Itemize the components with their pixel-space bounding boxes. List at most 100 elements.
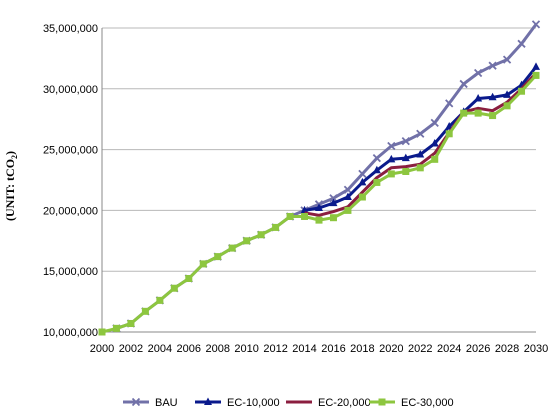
x-tick-label: 2006 [177, 343, 201, 355]
data-point [204, 397, 212, 405]
y-tick-label: 15,000,000 [43, 266, 98, 278]
y-tick-label: 30,000,000 [43, 84, 98, 96]
data-point [315, 216, 323, 224]
data-point [416, 129, 425, 138]
data-point [517, 39, 526, 48]
x-tick-label: 2014 [292, 343, 316, 355]
data-point [131, 397, 141, 407]
legend-item: EC-20,000 [286, 397, 371, 409]
data-point [445, 130, 453, 138]
legend-label: EC-10,000 [227, 397, 280, 409]
data-point [387, 154, 396, 163]
data-point [141, 307, 149, 315]
data-point [127, 319, 135, 327]
legend-label: BAU [155, 397, 178, 409]
data-point [286, 212, 294, 220]
data-point [257, 231, 265, 239]
data-point [387, 141, 396, 151]
x-tick-label: 2012 [263, 343, 287, 355]
legend-item: EC-10,000 [195, 397, 280, 409]
x-tick-label: 2024 [437, 343, 461, 355]
series-line [116, 23, 538, 330]
data-point [473, 68, 483, 78]
data-point [372, 153, 382, 163]
x-tick-label: 2030 [524, 343, 548, 355]
data-point [344, 206, 352, 214]
data-point [315, 203, 323, 211]
data-point [329, 198, 338, 207]
series-line [304, 71, 538, 217]
x-tick-label: 2010 [234, 343, 258, 355]
data-point [156, 296, 164, 304]
data-point [488, 92, 497, 101]
y-axis-label: (UNIT: tCO2) [3, 151, 19, 221]
y-tick-label: 25,000,000 [43, 145, 98, 157]
data-point [503, 102, 511, 110]
data-point [98, 328, 106, 336]
data-point [329, 214, 337, 222]
x-tick-label: 2000 [90, 343, 114, 355]
data-point [431, 155, 439, 163]
x-tick-label: 2028 [495, 343, 519, 355]
data-point [460, 109, 468, 117]
x-tick-label: 2004 [148, 343, 172, 355]
x-tick-labels: 2000 2002 2004 2006 2008 2010 2012 2014 2016 2018… [90, 343, 548, 355]
data-point [228, 244, 236, 252]
data-point [489, 112, 497, 120]
x-tick-label: 2018 [350, 343, 374, 355]
data-point [430, 118, 439, 127]
y-tick-label: 20,000,000 [43, 205, 98, 217]
y-tick-label: 10,000,000 [43, 327, 98, 339]
data-point [445, 99, 454, 108]
y-tick-labels: 10,000,000 15,000,000 20,000,000 25,000,000… [43, 23, 98, 339]
x-tick-label: 2016 [321, 343, 345, 355]
data-point [185, 274, 193, 282]
data-point [532, 62, 540, 70]
data-point [488, 61, 497, 70]
data-point [416, 164, 424, 172]
data-point [459, 79, 468, 89]
legend-item: BAU [123, 397, 178, 409]
data-point [474, 109, 482, 117]
data-point [532, 71, 540, 79]
data-point [401, 153, 410, 162]
data-point [170, 284, 178, 292]
data-point [503, 90, 512, 98]
data-point [430, 139, 439, 147]
data-point [502, 55, 512, 64]
x-tick-label: 2002 [119, 343, 143, 355]
data-point [372, 165, 381, 174]
data-point [243, 237, 251, 245]
data-point [416, 149, 425, 158]
series-ec-10-000 [300, 62, 540, 214]
legend: BAU EC-10,000 EC-20,000 EC-30,000 [123, 397, 454, 409]
data-point [474, 94, 483, 102]
data-point [301, 212, 309, 220]
data-point [401, 136, 410, 146]
legend-item: EC-30,000 [369, 397, 454, 409]
axes [101, 28, 536, 333]
data-point [387, 170, 395, 178]
data-point [272, 223, 280, 231]
x-tick-label: 2022 [408, 343, 432, 355]
data-point [373, 178, 381, 186]
data-point [343, 185, 353, 194]
x-tick-label: 2020 [379, 343, 403, 355]
data-point [199, 260, 207, 268]
data-point [343, 192, 352, 201]
data-point [378, 398, 386, 406]
x-tick-label: 2008 [205, 343, 229, 355]
data-point [518, 87, 526, 95]
data-point [214, 253, 222, 261]
x-tick-label: 2026 [466, 343, 490, 355]
data-point [531, 20, 541, 29]
legend-label: EC-20,000 [318, 397, 371, 409]
legend-label: EC-30,000 [401, 397, 454, 409]
data-point [300, 205, 309, 214]
data-point [402, 167, 410, 175]
series-ec-30-000 [98, 71, 540, 336]
gridlines [102, 27, 536, 333]
data-point [358, 177, 367, 186]
series-lines [98, 20, 541, 336]
